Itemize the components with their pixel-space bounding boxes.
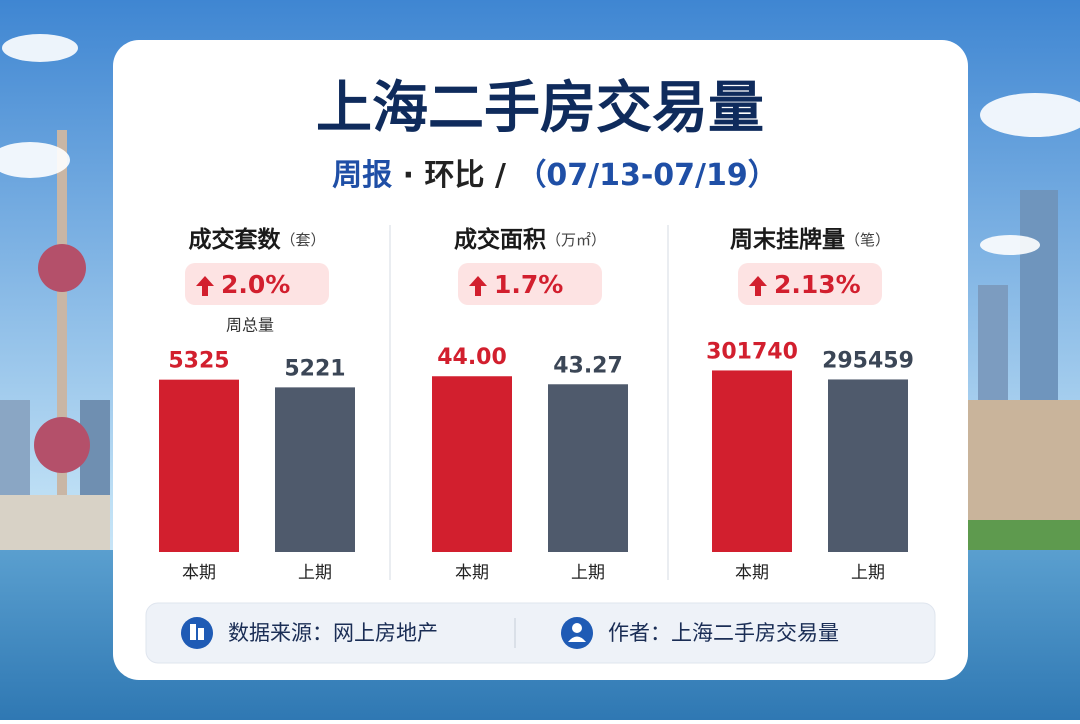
charts: 成交套数（套） 2.0% 周总量 5325 本期 5221 上期 成交面积（万㎡） 1.7% 44… [159,226,914,583]
title: 上海二手房交易量 [316,76,764,141]
value-label: 43.27 [553,353,623,378]
change-badge [185,263,329,305]
value-label: 295459 [822,348,914,373]
bar [712,370,792,552]
value-label: 5325 [168,349,229,374]
value-label: 44.00 [437,345,507,370]
category-label: 本期 [455,563,489,583]
category-label: 上期 [298,563,332,583]
panel-title: 成交套数（套） [188,226,325,253]
bar [432,376,512,552]
value-label: 301740 [706,339,798,364]
bar [828,379,908,552]
panel-title-text: 成交套数 [188,226,281,253]
value-label: 5221 [284,356,345,381]
category-label: 上期 [571,563,605,583]
panel-title-text: 成交面积 [454,226,546,253]
change-label: 1.7% [494,270,563,299]
change-badge [458,263,602,305]
bar [159,379,239,552]
panel-note: 周总量 [226,316,274,335]
panel-title: 周末挂牌量（笔） [730,226,890,253]
author-icon-glyph [568,636,586,642]
skyline-left [0,130,110,550]
up-arrow [196,276,214,296]
skyline-right [968,190,1080,550]
category-label: 本期 [182,563,216,583]
clouds [0,34,1080,255]
subtitle: 周报 · 环比 / （07/13-07/19） [332,158,778,193]
panel-title: 成交面积（万㎡） [454,226,606,253]
panel-unit: （万㎡） [546,231,606,249]
author-icon-glyph [572,623,582,633]
source-icon [181,617,213,649]
bar [275,387,355,552]
panel-unit: （笔） [845,231,890,249]
category-label: 上期 [851,563,885,583]
footer-box [145,602,936,664]
subtitle-part: · [403,158,414,193]
panel-title-text: 周末挂牌量 [730,226,845,253]
bar [548,384,628,552]
change-label: 2.13% [774,270,861,299]
category-label: 本期 [735,563,769,583]
up-arrow [469,276,487,296]
panel-unit: （套） [280,231,325,249]
source-icon-glyph [190,624,196,640]
subtitle-part: / [495,158,506,193]
subtitle-part: 环比 [425,158,485,193]
subtitle-part: （07/13-07/19） [516,158,777,193]
footer-author: 作者：上海二手房交易量 [608,621,839,645]
source-icon-glyph [198,628,204,640]
change-label: 2.0% [221,270,290,299]
change-badge [738,263,882,305]
subtitle-part: 周报 [332,158,392,193]
footer-source: 数据来源：网上房地产 [228,621,438,645]
up-arrow [749,276,767,296]
